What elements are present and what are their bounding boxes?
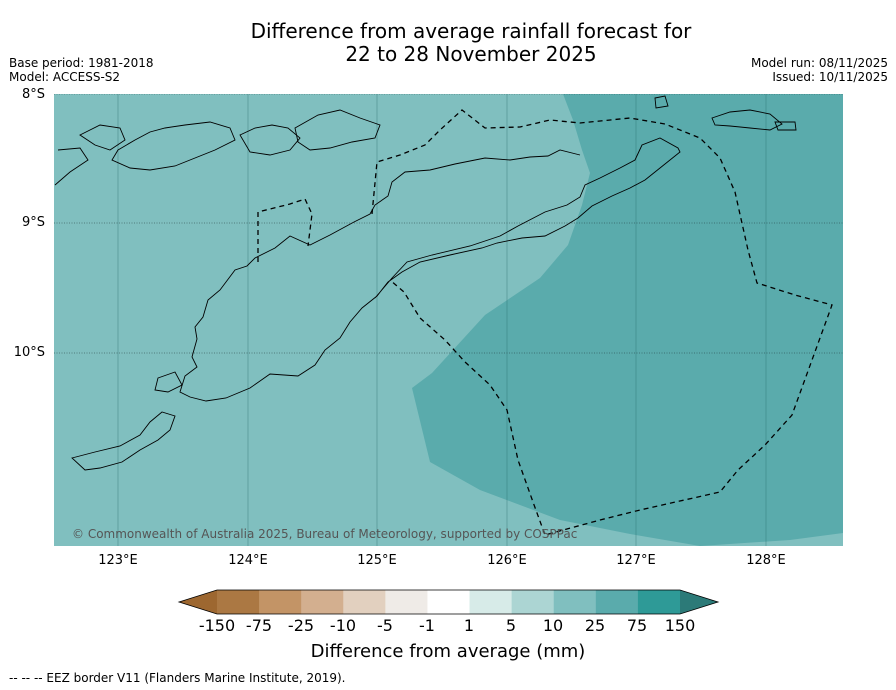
- map-panel: © Commonwealth of Australia 2025, Bureau…: [54, 94, 843, 546]
- copyright-text: © Commonwealth of Australia 2025, Bureau…: [72, 527, 577, 541]
- roti-coastline: [154, 371, 183, 393]
- colorbar: [177, 589, 720, 615]
- model-run-text: Model run: 08/11/2025: [750, 56, 888, 70]
- alor-coastline: [54, 124, 126, 186]
- chart-title: Difference from average rainfall forecas…: [0, 20, 896, 66]
- colorbar-segment: [595, 590, 639, 614]
- issued-text: Issued: 10/11/2025: [772, 70, 888, 84]
- colorbar-title: Difference from average (mm): [310, 641, 586, 662]
- colorbar-segment: [385, 590, 428, 614]
- eez-border: [257, 109, 833, 536]
- colorbar-segment: [427, 590, 471, 614]
- colorbar-segment: [217, 590, 260, 614]
- colorbar-segment: [637, 590, 681, 614]
- colorbar-extend-low: [179, 590, 217, 614]
- eez-legend-note: -- -- -- EEZ border V11 (Flanders Marine…: [9, 671, 346, 685]
- east-islands-coastline: [654, 95, 797, 131]
- colorbar-segment: [553, 590, 597, 614]
- rainfall-category-25-75: [412, 94, 843, 546]
- run-info: Model run: 08/11/2025 Issued: 10/11/2025: [751, 56, 888, 84]
- colorbar-outline: [177, 589, 720, 615]
- latitude-lines: [54, 94, 843, 354]
- lon-label-128e: 128°E: [746, 553, 786, 568]
- flores-coastline: [111, 121, 236, 171]
- colorbar-tick-label: 1: [463, 616, 475, 635]
- colorbar-tick-label: 75: [626, 616, 648, 635]
- lon-label-124e: 124°E: [228, 553, 268, 568]
- colorbar-tick-label: -5: [377, 616, 393, 635]
- model-info: Base period: 1981-2018 Model: ACCESS-S2: [9, 56, 154, 84]
- lat-label-9s: 9°S: [21, 215, 45, 230]
- colorbar-tick-label: -75: [245, 616, 273, 635]
- colorbar-segment: [343, 590, 386, 614]
- graticule: [117, 94, 767, 546]
- title-line-1: Difference from average rainfall forecas…: [250, 19, 692, 43]
- colorbar-tick-label: 10: [542, 616, 564, 635]
- colorbar-segment: [259, 590, 302, 614]
- colorbar-segment: [301, 590, 344, 614]
- lat-label-8s: 8°S: [21, 87, 45, 102]
- timor-coastline: [179, 137, 681, 402]
- colorbar-tick-label: 150: [664, 616, 696, 635]
- colorbar-tick-label: 5: [505, 616, 517, 635]
- lon-label-127e: 127°E: [616, 553, 656, 568]
- colorbar-segment: [511, 590, 555, 614]
- colorbar-tick-label: -1: [419, 616, 435, 635]
- lon-label-123e: 123°E: [98, 553, 138, 568]
- lembata-coastline: [239, 124, 301, 156]
- colorbar-segment: [469, 590, 513, 614]
- coastlines: [54, 95, 797, 471]
- colorbar-extend-high: [680, 590, 718, 614]
- colorbar-tick-label: 25: [584, 616, 606, 635]
- colorbar-tick-label: -10: [329, 616, 357, 635]
- title-line-2: 22 to 28 November 2025: [345, 42, 597, 66]
- base-period-text: Base period: 1981-2018: [9, 56, 154, 70]
- lon-label-125e: 125°E: [357, 553, 397, 568]
- colorbar-tick-label: -150: [198, 616, 236, 635]
- model-text: Model: ACCESS-S2: [9, 70, 121, 84]
- colorbar-tick-label: -25: [287, 616, 315, 635]
- lon-label-126e: 126°E: [487, 553, 527, 568]
- lat-label-10s: 10°S: [13, 345, 45, 360]
- wetar-coastline: [294, 109, 381, 151]
- sumba-coastline: [71, 411, 176, 471]
